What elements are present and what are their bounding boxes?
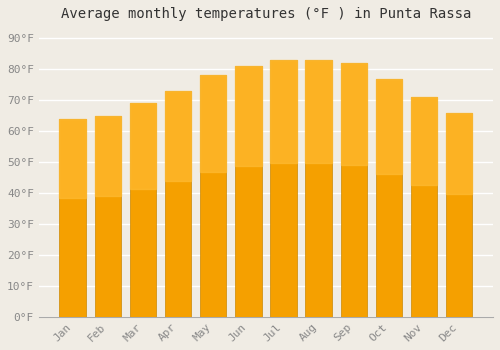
Bar [60, 119, 86, 198]
Bar [340, 63, 367, 317]
Bar [200, 76, 226, 172]
Bar [340, 63, 367, 164]
Bar [376, 78, 402, 174]
Bar [411, 97, 438, 317]
Bar [130, 103, 156, 189]
Bar [446, 113, 472, 317]
Bar [94, 116, 121, 317]
Bar [130, 103, 156, 317]
Title: Average monthly temperatures (°F ) in Punta Rassa: Average monthly temperatures (°F ) in Pu… [60, 7, 471, 21]
Bar [165, 91, 191, 181]
Bar [270, 60, 296, 163]
Bar [235, 66, 262, 317]
Bar [306, 60, 332, 317]
Bar [165, 91, 191, 317]
Bar [411, 97, 438, 185]
Bar [60, 119, 86, 317]
Bar [376, 78, 402, 317]
Bar [200, 76, 226, 317]
Bar [446, 113, 472, 194]
Bar [235, 66, 262, 167]
Bar [270, 60, 296, 317]
Bar [306, 60, 332, 163]
Bar [94, 116, 121, 196]
